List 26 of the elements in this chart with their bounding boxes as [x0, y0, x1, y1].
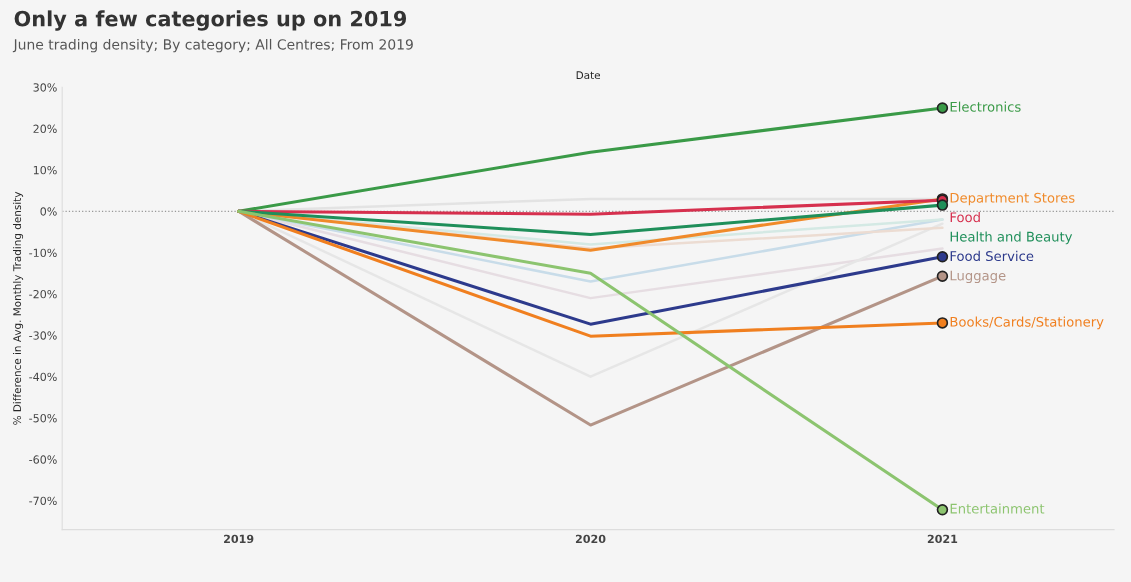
y-axis-title: % Difference in Avg. Monthly Trading density [13, 191, 24, 425]
x-axis-title: Date [576, 71, 601, 80]
y-tick-label: -10% [29, 248, 57, 258]
y-tick-label: -30% [29, 331, 57, 340]
x-tick-label: 2021 [927, 534, 958, 544]
series-label: Books/Cards/Stationery [950, 316, 1104, 330]
y-tick-label: 30% [33, 83, 57, 92]
chart-title: Only a few categories up on 2019 [14, 10, 407, 31]
series-label: Food [950, 211, 980, 223]
y-tick-label: 0% [40, 207, 57, 216]
series-label: Department Stores [950, 192, 1075, 206]
series-label: Entertainment [950, 503, 1045, 514]
x-tick-label: 2020 [575, 534, 606, 544]
y-tick-label: -60% [29, 455, 57, 464]
y-tick-label: -50% [29, 413, 57, 423]
series-label: Electronics [950, 101, 1021, 112]
y-tick-label: -70% [29, 496, 57, 506]
y-tick-label: -40% [29, 372, 57, 382]
y-tick-label: 20% [33, 124, 57, 134]
x-tick-label: 2019 [224, 534, 254, 544]
chart-subtitle: June trading density; By category; All Centres; From 2019 [12, 38, 413, 53]
y-tick-label: 10% [33, 165, 57, 175]
series-label: Food Service [950, 250, 1034, 262]
y-tick-label: -20% [29, 289, 57, 299]
series-label: Luggage [950, 270, 1006, 284]
text: Health and Beauty [950, 231, 1073, 245]
